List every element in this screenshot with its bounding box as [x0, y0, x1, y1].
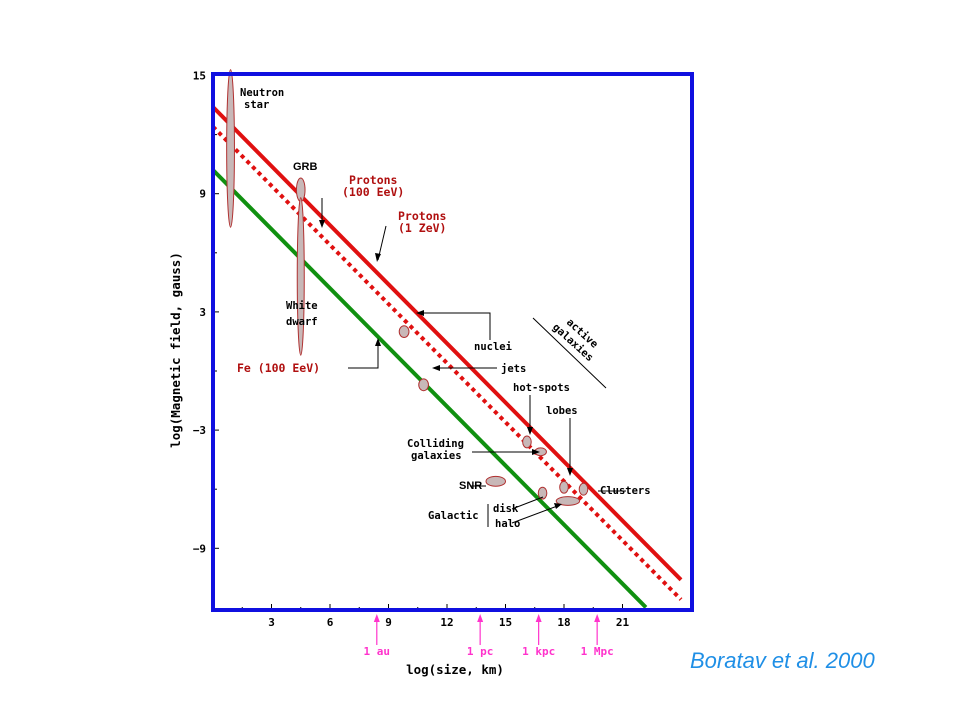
object-hot-spots	[522, 435, 532, 449]
x-tick-label-18: 18	[557, 616, 570, 629]
scale-label-1-mpc: 1 Mpc	[581, 645, 614, 658]
protons-1zev-label-2: (1 ZeV)	[398, 221, 446, 235]
objects-layer	[226, 69, 589, 506]
x-tick-label-21: 21	[616, 616, 630, 629]
disk-label: disk	[493, 503, 519, 515]
scale-arrowhead-1-au	[373, 614, 380, 622]
object-clusters	[578, 482, 589, 496]
nuclei-label: nuclei	[474, 341, 512, 353]
x-tick-label-6: 6	[327, 616, 334, 629]
arrowheads	[319, 220, 573, 509]
scale-arrowhead-1-mpc	[594, 614, 601, 622]
y-axis-title: log(Magnetic field, gauss)	[168, 252, 183, 448]
annotation-leaders	[321, 198, 626, 527]
grb-label: GRB	[293, 161, 318, 173]
y-tick-label-9: −9	[193, 542, 206, 555]
scale-label-1-kpc: 1 kpc	[522, 645, 555, 658]
object-white-dwarf	[296, 197, 305, 356]
x-tick-label-3: 3	[268, 616, 275, 629]
hot-spots-label: hot-spots	[513, 382, 570, 394]
x-tick-label-12: 12	[440, 616, 453, 629]
object-jets	[418, 378, 429, 392]
arrowhead-jets	[432, 365, 440, 371]
fe-leader	[348, 340, 379, 369]
white-dwarf-label-1: White	[286, 300, 318, 312]
colliding-galaxies-label-2: galaxies	[411, 450, 462, 462]
arrowhead-fe	[375, 338, 381, 346]
jets-label: jets	[501, 363, 526, 375]
object-halo	[555, 496, 581, 506]
object-neutron-star	[226, 69, 235, 228]
arrowhead-lobes	[567, 468, 573, 476]
y-tick-label-3: 3	[199, 306, 206, 319]
object-disk	[537, 486, 548, 500]
colliding-galaxies-label-1: Colliding	[407, 438, 464, 450]
series-line-protons-1-zev	[213, 125, 683, 601]
x-tick-label-9: 9	[385, 616, 392, 629]
disk-leader	[511, 496, 544, 510]
lobes-label: lobes	[546, 405, 578, 417]
fe-label: Fe (100 EeV)	[237, 361, 320, 375]
arrowhead-colliding	[532, 449, 540, 455]
arrowhead-halo	[554, 503, 562, 509]
series-layer	[213, 105, 683, 609]
protons-1zev-label-1: Protons	[398, 209, 446, 223]
snr-label: SNR	[459, 480, 482, 492]
ticks-layer: 3 6 9 12 15 18 21 15 9 3 −3 −9 1 au 1 pc 1 kpc 1 Mpc	[193, 70, 630, 659]
neutron-star-label-1: Neutron	[240, 87, 284, 99]
scale-arrowhead-1-pc	[477, 614, 484, 622]
object-snr	[485, 475, 506, 487]
object-nuclei	[398, 325, 410, 339]
object-lobes	[559, 480, 569, 494]
protons-100-label-1: Protons	[349, 173, 397, 187]
x-tick-label-15: 15	[499, 616, 512, 629]
plot-frame	[211, 72, 694, 612]
y-tick-label-9: 9	[199, 188, 206, 201]
active-galaxies-rule	[532, 317, 607, 389]
scale-label-1-au: 1 au	[364, 645, 391, 658]
series-line-fe-100-eev	[213, 168, 648, 609]
citation: Boratav et al. 2000	[690, 648, 875, 673]
halo-label: halo	[495, 518, 520, 530]
x-axis-title: log(size, km)	[406, 662, 504, 677]
arrowhead-hotspots	[527, 427, 533, 435]
y-tick-label-3: −3	[193, 424, 206, 437]
galactic-label: Galactic	[428, 510, 479, 522]
white-dwarf-label-2: dwarf	[286, 316, 318, 328]
arrowhead-protons-1zev	[375, 253, 381, 262]
arrowhead-protons-100	[319, 220, 325, 228]
protons-100-label-2: (100 EeV)	[342, 185, 404, 199]
nuclei-leader	[418, 312, 491, 340]
series-line-protons-100-eev	[213, 105, 683, 582]
clusters-label: Clusters	[600, 485, 651, 497]
arrowhead-nuclei	[416, 310, 424, 316]
y-tick-label-15: 15	[193, 70, 206, 83]
halo-leader	[511, 504, 561, 524]
scale-label-1-pc: 1 pc	[467, 645, 494, 658]
neutron-star-label-2: star	[244, 99, 269, 111]
scale-arrowhead-1-kpc	[535, 614, 542, 622]
